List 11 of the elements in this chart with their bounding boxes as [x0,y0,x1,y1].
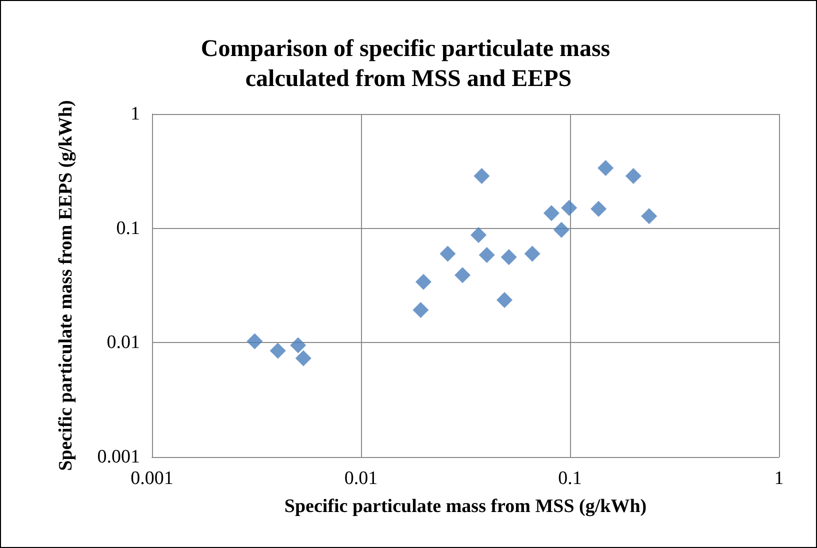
chart-title: Comparison of specific particulate mass calculated from MSS and EEPS [200,36,616,92]
y-axis-title: Specific particulate mass from EEPS (g/kWh) [56,100,76,471]
x-axis-title: Specific particulate mass from MSS (g/kWh) [284,496,647,517]
y-tick-label: 0.001 [97,446,140,468]
x-tick-label: 0.1 [558,468,582,489]
y-tick-label: 0.01 [106,332,140,354]
x-tick-label: 0.001 [130,468,174,489]
x-tick-label: 0.01 [344,468,378,489]
y-tick-label: 1 [130,104,140,124]
y-tick-label: 0.1 [116,218,140,239]
x-tick-label: 1 [774,468,784,489]
